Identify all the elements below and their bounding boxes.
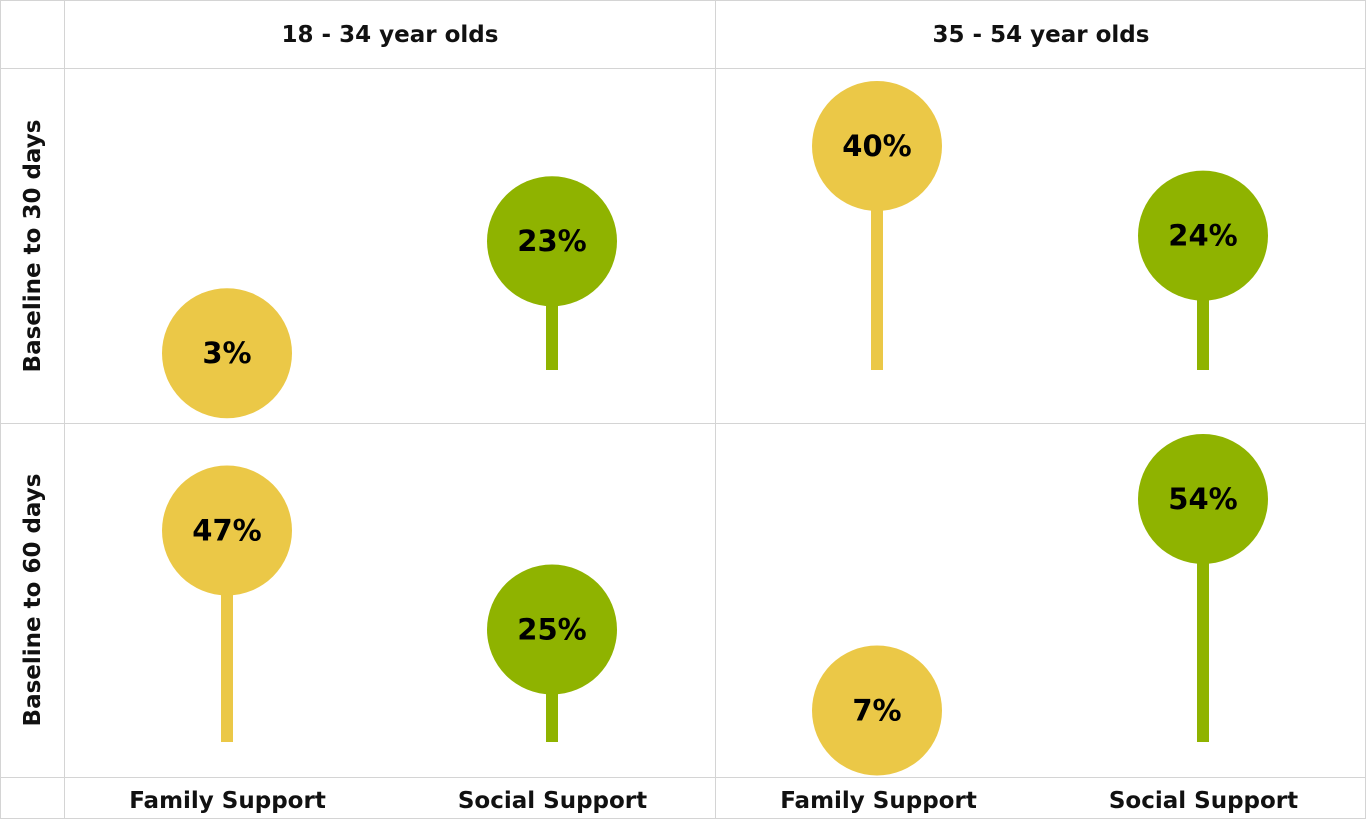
x-label-family-support-2: Family Support — [780, 788, 977, 814]
column-header-18-34: 18 - 34 year olds — [281, 22, 499, 48]
data-label-family-support: 7% — [852, 694, 901, 728]
data-label-family-support: 40% — [842, 129, 911, 163]
circle-social-support — [487, 176, 617, 307]
data-label-family-support: 47% — [192, 514, 261, 548]
data-label-social-support: 24% — [1168, 219, 1237, 253]
divider — [715, 0, 716, 819]
x-label-social-support-2: Social Support — [1108, 788, 1299, 814]
circle-family-support — [162, 288, 292, 419]
data-label-social-support: 25% — [517, 613, 586, 647]
circle-social-support — [1138, 434, 1268, 564]
divider — [0, 777, 1366, 778]
circle-social-support — [1138, 170, 1268, 301]
data-label-social-support: 54% — [1168, 482, 1237, 516]
x-label-social-support-1: Social Support — [457, 788, 648, 814]
circle-social-support — [487, 564, 617, 695]
circle-family-support — [812, 81, 942, 211]
divider — [0, 423, 1366, 424]
divider — [64, 0, 65, 819]
circle-family-support — [162, 465, 292, 596]
data-label-family-support: 3% — [202, 336, 251, 370]
data-label-social-support: 23% — [517, 224, 586, 258]
circle-family-support — [812, 645, 942, 776]
divider — [0, 68, 1366, 69]
x-label-family-support-1: Family Support — [129, 788, 326, 814]
column-header-35-54: 35 - 54 year olds — [932, 22, 1150, 48]
